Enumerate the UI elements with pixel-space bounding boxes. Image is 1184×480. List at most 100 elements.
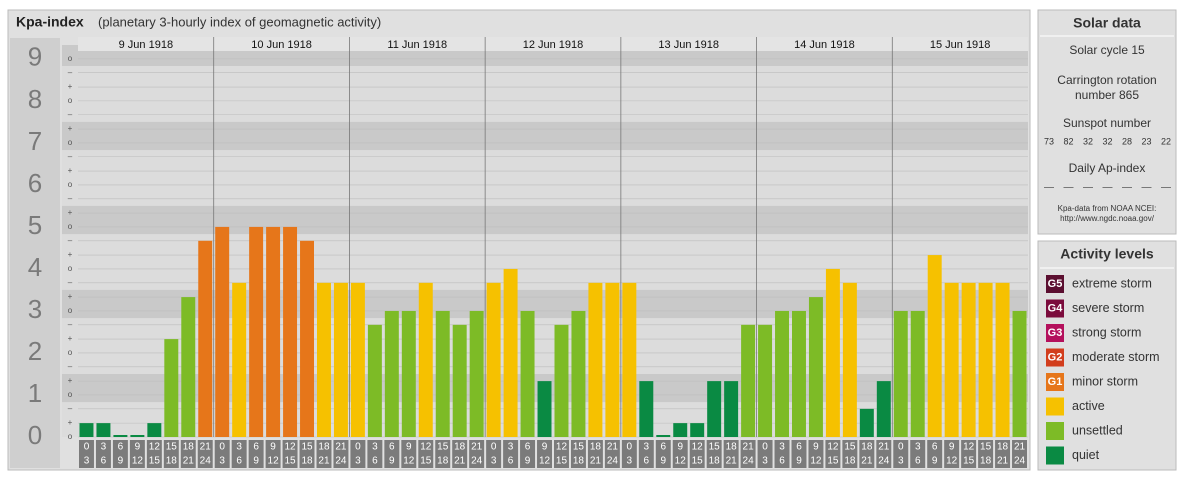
hour-to: 24: [1014, 456, 1026, 467]
hour-from: 12: [284, 442, 296, 453]
hour-to: 3: [219, 456, 225, 467]
hour-from: 3: [644, 442, 650, 453]
hour-from: 18: [726, 442, 738, 453]
subtitle: (planetary 3-hourly index of geomagnetic…: [98, 14, 381, 29]
bar: [367, 324, 382, 437]
y-tick-label: 3: [28, 294, 42, 324]
hour-to: 18: [980, 456, 992, 467]
hour-to: 12: [539, 456, 551, 467]
hour-to: 15: [556, 456, 568, 467]
hour-from: 12: [692, 442, 704, 453]
hour-from: 6: [932, 442, 938, 453]
day-label: 12 Jun 1918: [523, 39, 584, 51]
ap-value: ––: [1102, 181, 1112, 191]
y-tick-label: 6: [28, 168, 42, 198]
hour-cell: [197, 440, 213, 468]
hour-cell: [723, 440, 739, 468]
hour-cell: [316, 440, 332, 468]
bar: [283, 226, 298, 437]
hour-from: 15: [844, 442, 856, 453]
hour-cell: [672, 440, 688, 468]
bar: [605, 282, 620, 437]
hour-cell: [706, 440, 722, 468]
hour-cell: [435, 440, 451, 468]
levels-title: Activity levels: [1060, 246, 1154, 262]
y-minor-label: +: [68, 208, 73, 217]
bar: [300, 240, 314, 437]
y-minor-label: o: [68, 96, 73, 105]
hour-cell: [774, 440, 790, 468]
level-label: active: [1072, 399, 1105, 413]
hour-from: 6: [253, 442, 259, 453]
y-minor-label: +: [68, 82, 73, 91]
bar: [537, 381, 552, 437]
bar: [452, 324, 467, 437]
hour-from: 18: [590, 442, 602, 453]
hour-to: 6: [915, 456, 921, 467]
hour-from: 21: [607, 442, 619, 453]
level-swatch: [1046, 324, 1064, 342]
hour-from: 18: [183, 442, 195, 453]
hour-to: 3: [898, 456, 904, 467]
y-minor-label: +: [68, 418, 73, 427]
hour-to: 9: [118, 456, 124, 467]
hour-cell: [808, 440, 824, 468]
hour-to: 6: [236, 456, 242, 467]
hour-from: 6: [796, 442, 802, 453]
hour-to: 24: [743, 456, 755, 467]
y-tick-label: 4: [28, 252, 42, 282]
hour-from: 21: [878, 442, 890, 453]
y-tick-label: 8: [28, 84, 42, 114]
hour-to: 21: [318, 456, 330, 467]
hour-cell: [587, 440, 603, 468]
bar: [130, 435, 145, 437]
bar: [622, 282, 637, 437]
hour-cell: [554, 440, 569, 468]
hour-cell: [944, 440, 960, 468]
bar: [724, 381, 739, 437]
hour-to: 6: [779, 456, 785, 467]
hour-to: 24: [335, 456, 347, 467]
y-tick-label: 2: [28, 336, 42, 366]
hour-cell: [995, 440, 1011, 468]
hour-to: 12: [810, 456, 822, 467]
hour-to: 18: [709, 456, 721, 467]
level-swatch: [1046, 446, 1064, 465]
bar: [164, 339, 179, 437]
bar: [401, 310, 416, 437]
y-minor-label: o: [68, 138, 73, 147]
hour-cell: [876, 440, 892, 468]
y-minor-label: +: [68, 124, 73, 133]
hour-cell: [503, 440, 519, 468]
bar: [893, 310, 908, 437]
ap-value: ––: [1083, 181, 1093, 191]
hour-from: 9: [542, 442, 548, 453]
bar: [808, 297, 823, 437]
level-label: unsettled: [1072, 423, 1123, 437]
source: Kpa-data from NOAA NCEI:: [1058, 204, 1157, 213]
bar: [944, 282, 959, 437]
bar: [639, 381, 654, 437]
level-label: moderate storm: [1072, 350, 1160, 364]
hour-cell: [452, 440, 468, 468]
hour-to: 18: [844, 456, 856, 467]
hour-cell: [689, 440, 705, 468]
hour-cell: [418, 440, 434, 468]
hour-to: 3: [627, 456, 633, 467]
bar: [741, 324, 756, 437]
hour-cell: [146, 440, 162, 468]
sunspot-value: 28: [1122, 136, 1132, 146]
level-badge: G2: [1048, 351, 1063, 363]
carrington: number 865: [1075, 88, 1139, 102]
level-swatch: [1046, 299, 1064, 318]
hour-to: 6: [508, 456, 514, 467]
hour-to: 21: [183, 456, 195, 467]
sunspot-value: 73: [1044, 136, 1054, 146]
hour-to: 21: [726, 456, 738, 467]
hour-from: 9: [406, 442, 412, 453]
bar: [79, 423, 94, 437]
hour-from: 18: [454, 442, 466, 453]
hour-cell: [537, 440, 552, 468]
title: Kpa-index: [16, 14, 84, 30]
hour-cell: [231, 440, 247, 468]
